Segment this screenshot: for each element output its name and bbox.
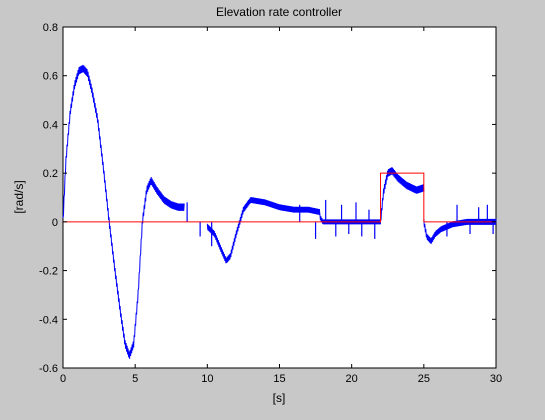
- ticks-layer: 0 5 10 15 20 25 30 -0.6 -0.4 -0.2 0 0.2 0.4 0.6 0.8: [39, 22, 502, 385]
- series-line-0: [62, 64, 185, 359]
- x-tick-label: 30: [490, 373, 502, 385]
- x-tick-label: 25: [418, 373, 430, 385]
- y-tick-label: -0.2: [39, 266, 58, 278]
- y-axis-label: [rad/s]: [12, 180, 26, 213]
- y-tick-label: -0.6: [39, 363, 58, 375]
- y-tick-label: 0.8: [43, 22, 58, 34]
- y-tick-label: 0.6: [43, 71, 58, 83]
- x-tick-label: 15: [273, 373, 285, 385]
- reference-step-line: [63, 172, 496, 223]
- x-axis-label: [s]: [273, 391, 286, 405]
- series-layer: [62, 64, 497, 359]
- series-line-4: [423, 218, 497, 244]
- x-tick-label: 20: [346, 373, 358, 385]
- y-tick-label: -0.4: [39, 314, 58, 326]
- x-tick-label: 10: [201, 373, 213, 385]
- series-line-1: [206, 197, 321, 264]
- x-tick-label: 5: [132, 373, 138, 385]
- plot-area: [62, 26, 497, 369]
- chart-title: Elevation rate controller: [216, 5, 342, 19]
- y-tick-label: 0.4: [43, 119, 58, 131]
- x-tick-label: 0: [60, 373, 66, 385]
- y-tick-label: 0.2: [43, 168, 58, 180]
- y-tick-label: 0: [52, 217, 58, 229]
